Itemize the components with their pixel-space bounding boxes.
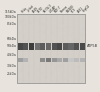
Text: SK-OV-3: SK-OV-3 xyxy=(43,3,53,13)
Bar xyxy=(68,43,74,49)
Text: Ramos: Ramos xyxy=(60,4,69,13)
Text: MCF-7: MCF-7 xyxy=(54,5,63,13)
Text: LNCAP: LNCAP xyxy=(48,4,58,13)
Text: 115kDa: 115kDa xyxy=(5,10,16,14)
Bar xyxy=(74,58,79,62)
Bar xyxy=(23,43,28,49)
Bar xyxy=(74,43,79,49)
Text: 60kDa: 60kDa xyxy=(7,37,16,41)
Text: A549: A549 xyxy=(32,6,39,13)
Text: 85kDa: 85kDa xyxy=(7,22,16,25)
Text: PC3: PC3 xyxy=(71,7,78,13)
Bar xyxy=(17,14,85,83)
Text: HepG2: HepG2 xyxy=(82,4,92,13)
Text: 30kDa: 30kDa xyxy=(7,64,16,68)
Bar xyxy=(35,43,40,49)
Bar xyxy=(57,58,62,62)
Bar xyxy=(23,58,28,62)
Bar xyxy=(40,58,45,62)
Bar xyxy=(80,58,85,62)
Bar xyxy=(68,58,74,62)
Bar xyxy=(63,58,68,62)
Text: HeLa: HeLa xyxy=(20,6,28,13)
Bar xyxy=(46,58,51,62)
Text: T47D: T47D xyxy=(37,6,45,13)
Bar xyxy=(18,58,23,62)
Text: 100kDa: 100kDa xyxy=(5,15,16,19)
Text: SW480: SW480 xyxy=(65,4,75,13)
Bar xyxy=(18,43,23,49)
Text: 40kDa: 40kDa xyxy=(7,53,16,58)
Bar xyxy=(46,43,51,49)
Bar xyxy=(29,43,34,49)
Bar xyxy=(57,43,62,49)
Text: ATP5B: ATP5B xyxy=(87,44,98,48)
Bar xyxy=(63,43,68,49)
Text: 50kDa: 50kDa xyxy=(7,44,16,48)
Text: A431: A431 xyxy=(77,6,84,13)
Text: 25kDa: 25kDa xyxy=(7,72,16,76)
Bar xyxy=(52,43,57,49)
Bar xyxy=(40,43,45,49)
Bar xyxy=(80,43,85,49)
Bar xyxy=(52,58,57,62)
Text: Jurkat: Jurkat xyxy=(26,5,34,13)
